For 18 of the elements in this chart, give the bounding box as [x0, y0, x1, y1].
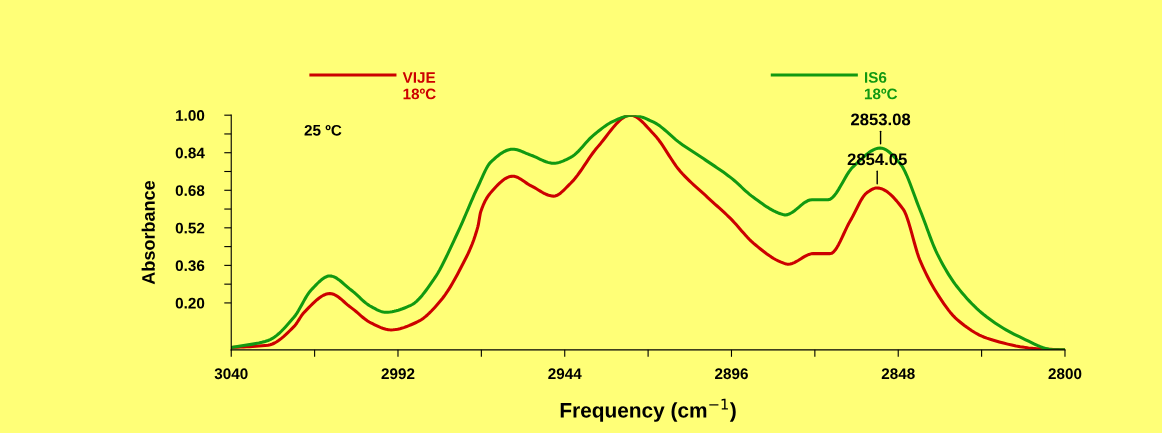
x-tick-label: 2848 — [881, 368, 915, 380]
y-axis-title: Absorbance — [141, 180, 155, 285]
x-tick-label: 2800 — [1048, 368, 1082, 380]
annotation: 2853.08 — [851, 113, 911, 126]
x-tick-label: 3040 — [214, 368, 248, 380]
y-tick-label: 0.84 — [175, 147, 205, 159]
y-tick-label: 0.52 — [175, 222, 205, 234]
annotation: 25 ºC — [304, 124, 342, 136]
y-tick-label: 0.20 — [175, 297, 205, 309]
text: IS6 18ºC — [864, 72, 898, 100]
text: VIJE 18ºC — [402, 72, 436, 100]
y-tick-label: 0.68 — [175, 185, 205, 196]
y-tick-label: 0.36 — [175, 260, 205, 272]
x-tick-label: 2944 — [548, 368, 582, 380]
x-axis-title: Frequency (cm$^{−1}$) — [560, 398, 736, 422]
x-tick-label: 2992 — [381, 368, 415, 380]
y-tick-label: 1.00 — [176, 110, 205, 121]
x-tick-label: 2896 — [715, 368, 748, 380]
